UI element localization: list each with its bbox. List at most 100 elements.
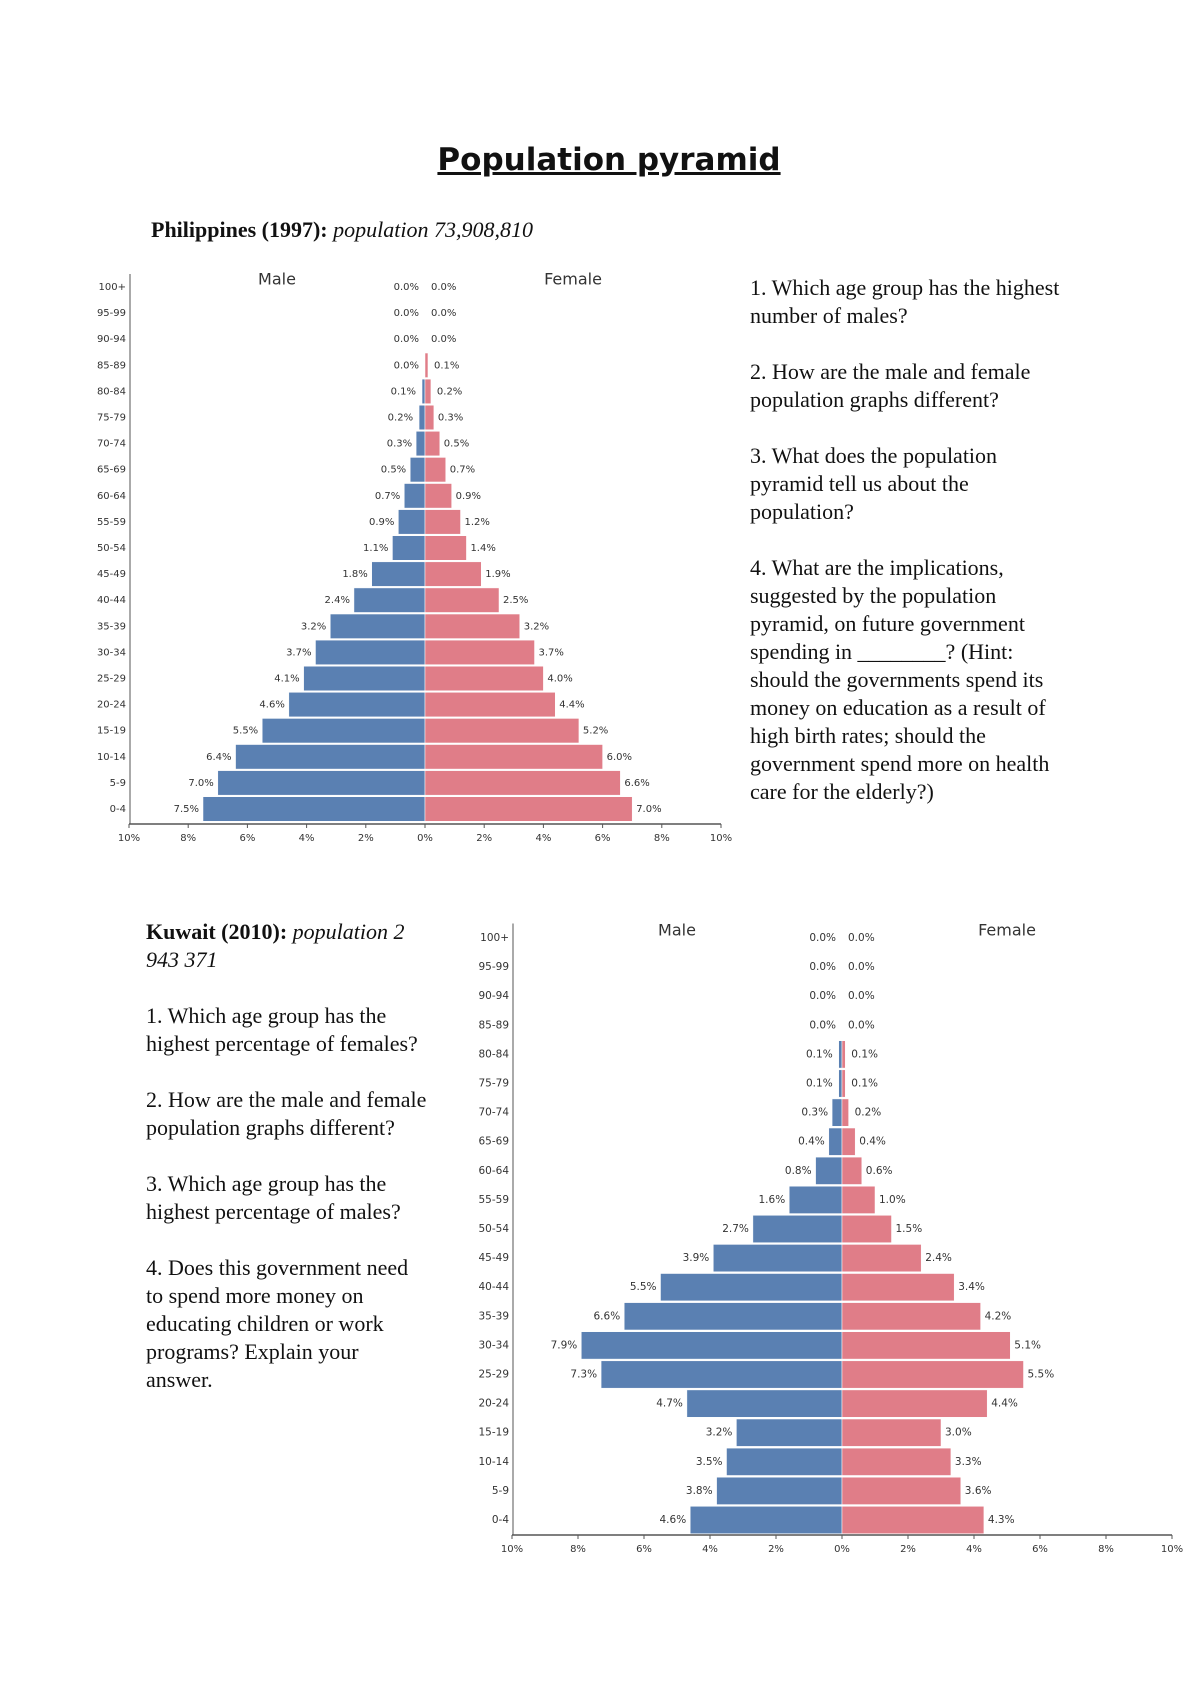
value-label: 0.9% (456, 491, 481, 502)
age-label: 30-34 (478, 1339, 509, 1351)
bar (716, 1476, 843, 1505)
bar (353, 587, 426, 613)
value-label: 6.6% (594, 1310, 621, 1322)
bar (841, 1273, 955, 1302)
value-label: 0.3% (801, 1107, 828, 1119)
bar (424, 404, 435, 431)
value-label: 6.4% (206, 752, 231, 763)
bar (424, 718, 580, 744)
age-label: 25-29 (478, 1369, 509, 1381)
bar (841, 1156, 863, 1185)
questions: 1. Which age group has the highest numbe… (750, 274, 1072, 834)
bar (752, 1215, 843, 1243)
age-label: 55-59 (478, 1194, 509, 1206)
value-label: 0.5% (444, 439, 469, 450)
bar (841, 1360, 1024, 1389)
age-label: 100+ (480, 932, 509, 944)
value-label: 3.3% (955, 1456, 982, 1468)
bar (303, 665, 426, 692)
value-label: 1.0% (879, 1194, 906, 1206)
question: 2. How are the male and female populatio… (750, 359, 1031, 412)
value-label: 3.7% (539, 647, 564, 658)
bar (421, 378, 426, 404)
value-label: 6.0% (607, 752, 632, 763)
value-label: 3.2% (706, 1427, 733, 1439)
value-label: 0.0% (809, 961, 836, 973)
value-label: 0.8% (785, 1165, 812, 1177)
question: 3. What does the population pyramid tell… (750, 443, 998, 524)
age-label: 0-4 (110, 804, 126, 815)
bar (261, 718, 426, 744)
value-label: 0.6% (866, 1165, 893, 1177)
value-label: 3.4% (958, 1281, 985, 1293)
bar (788, 1185, 843, 1214)
value-label: 3.5% (696, 1456, 723, 1468)
bar (841, 1185, 876, 1214)
value-label: 3.9% (683, 1252, 710, 1264)
doc-title: Population pyramid (437, 142, 781, 178)
series-name: Male (258, 270, 296, 289)
value-label: 0.1% (806, 1078, 833, 1090)
age-label: 95-99 (97, 308, 126, 319)
bar (726, 1447, 843, 1476)
age-label: 35-39 (97, 621, 126, 632)
x-tick-label: 0% (834, 1544, 850, 1555)
bar (424, 535, 467, 561)
bar (288, 692, 426, 718)
bar (841, 1244, 922, 1273)
age-label: 60-64 (478, 1165, 509, 1177)
value-label: 0.4% (859, 1136, 886, 1148)
question: 4. Does this government need to spend mo… (146, 1255, 409, 1392)
bar (600, 1360, 843, 1389)
bar (841, 1331, 1011, 1360)
x-tick-label: 8% (570, 1544, 586, 1555)
bar (415, 431, 426, 457)
bar (424, 352, 429, 378)
value-label: 0.0% (394, 282, 419, 293)
age-label: 85-89 (478, 1019, 509, 1031)
value-label: 0.2% (855, 1107, 882, 1119)
value-label: 0.2% (388, 413, 413, 424)
section-header: Philippines (1997): population 73,908,81… (151, 216, 751, 244)
value-label: 4.1% (274, 674, 299, 685)
x-tick-label: 2% (900, 1544, 916, 1555)
value-label: 4.4% (991, 1398, 1018, 1410)
bar (217, 770, 426, 796)
bar (424, 561, 482, 587)
value-label: 7.0% (636, 804, 661, 815)
bar (424, 378, 432, 404)
value-label: 1.5% (896, 1223, 923, 1235)
value-label: 0.0% (809, 932, 836, 944)
value-label: 0.0% (394, 360, 419, 371)
age-label: 15-19 (97, 726, 126, 737)
x-tick-label: 4% (702, 1544, 718, 1555)
age-label: 60-64 (97, 491, 126, 502)
value-label: 3.6% (965, 1485, 992, 1497)
age-label: 50-54 (97, 543, 126, 554)
question: 1. Which age group has the highest perce… (146, 1003, 418, 1056)
series-name: Female (544, 270, 602, 289)
age-label: 0-4 (492, 1514, 509, 1526)
bar (841, 1506, 985, 1534)
value-label: 0.7% (450, 465, 475, 476)
bar (418, 404, 426, 431)
bar (841, 1098, 849, 1127)
age-label: 40-44 (478, 1281, 509, 1293)
x-tick-label: 4% (966, 1544, 982, 1555)
bar (398, 509, 426, 535)
age-label: 90-94 (97, 334, 126, 345)
value-label: 3.0% (945, 1427, 972, 1439)
x-tick-label: 2% (476, 833, 492, 844)
x-tick-label: 10% (1161, 1544, 1183, 1555)
value-label: 5.1% (1014, 1339, 1041, 1351)
section-header: Kuwait (2010): population 2 943 371 (146, 918, 428, 974)
age-label: 15-19 (478, 1427, 509, 1439)
x-tick-label: 2% (768, 1544, 784, 1555)
x-tick-label: 10% (710, 833, 732, 844)
bar (838, 1040, 843, 1069)
age-label: 55-59 (97, 517, 126, 528)
bar (815, 1156, 843, 1185)
value-label: 3.8% (686, 1485, 713, 1497)
